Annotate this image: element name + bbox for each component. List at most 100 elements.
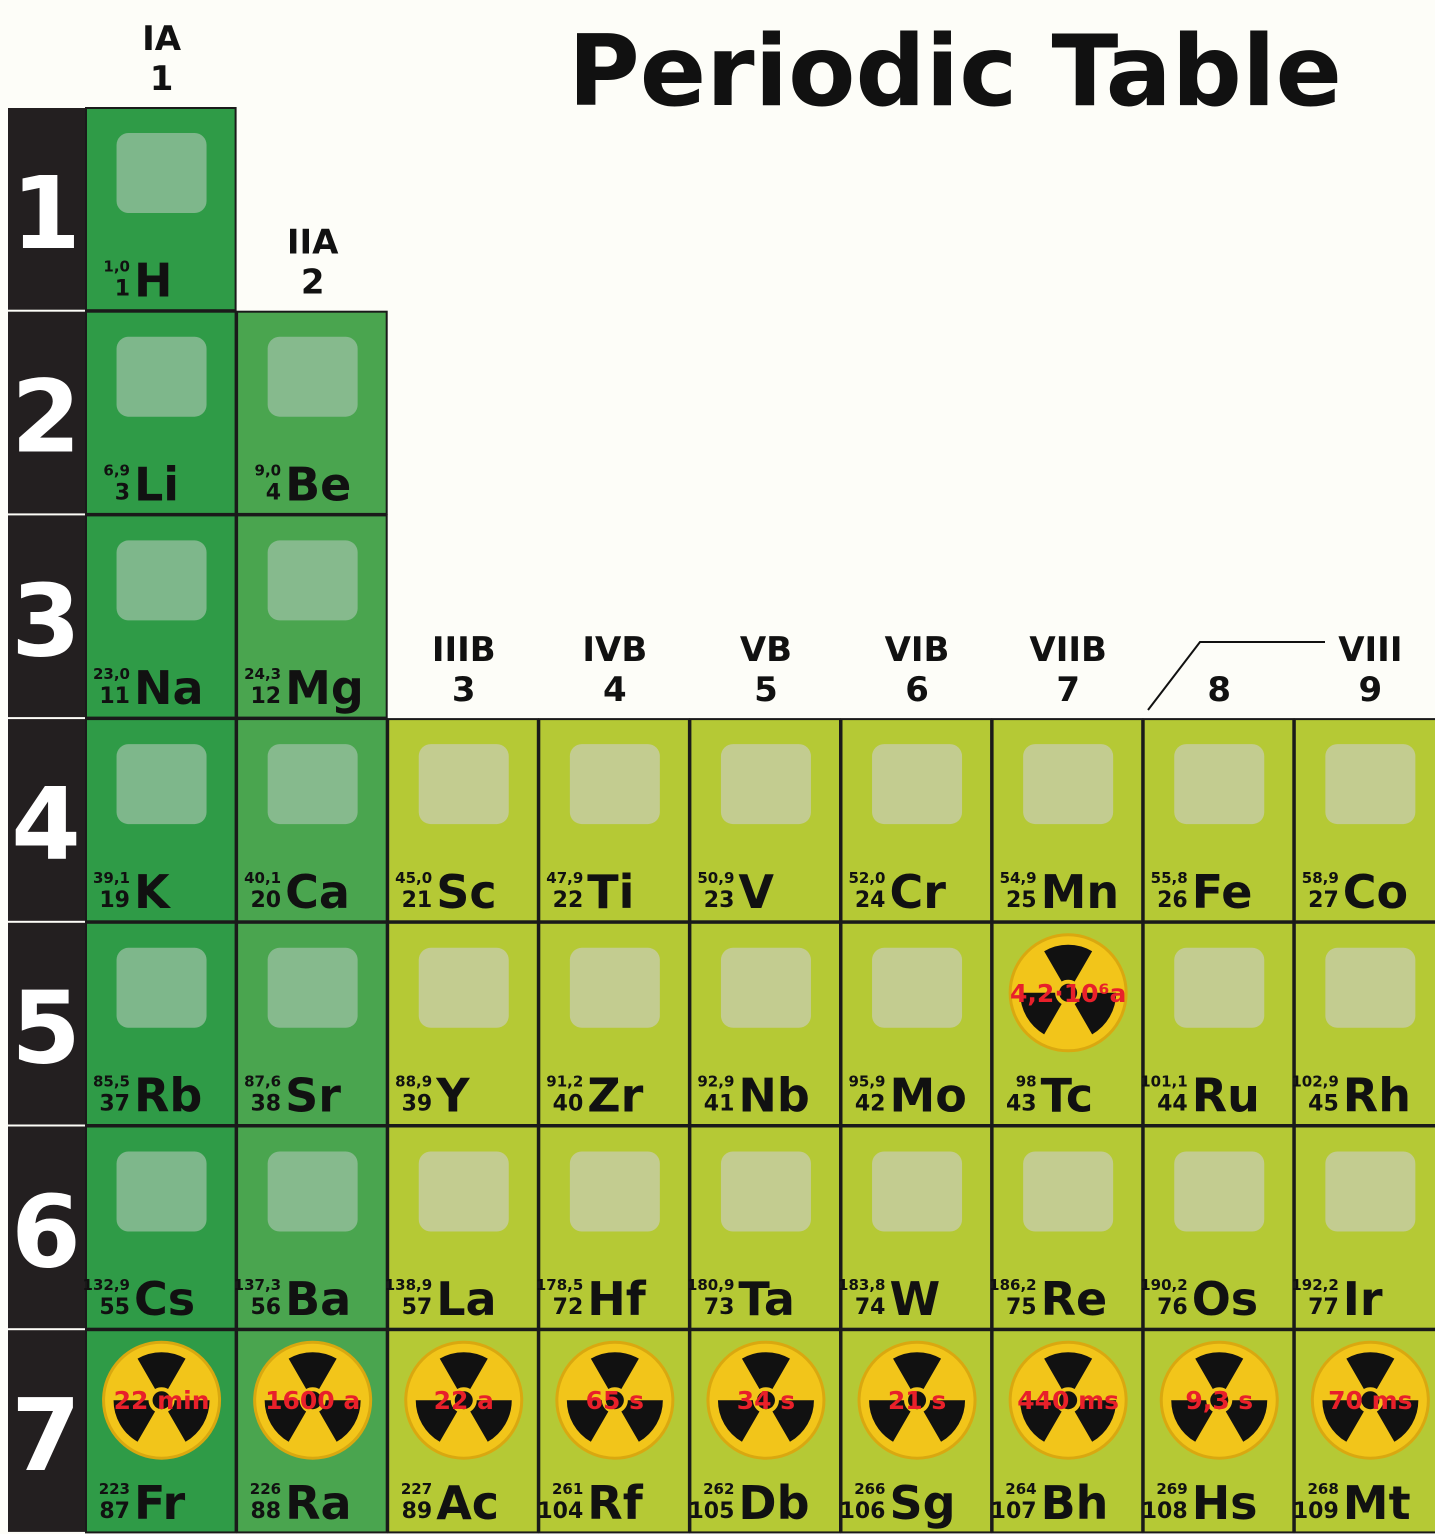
element-symbol: Nb (738, 1069, 809, 1123)
sample-photo (570, 1152, 660, 1232)
atomic-mass: 192,2 (1291, 1276, 1338, 1294)
period-label: 1 (11, 155, 81, 272)
element-symbol: Na (134, 661, 204, 715)
element-cell: 91,240Zr (539, 923, 689, 1125)
element-cell: 92,941Nb (690, 923, 840, 1125)
group-roman: VIII (1338, 630, 1402, 670)
sample-photo (1174, 744, 1264, 824)
element-cell: 180,973Ta (687, 1127, 840, 1329)
atomic-mass: 190,2 (1140, 1276, 1187, 1294)
atomic-mass: 101,1 (1140, 1073, 1187, 1091)
element-symbol: Ta (738, 1272, 795, 1326)
atomic-number: 89 (402, 1499, 433, 1524)
element-symbol: Mo (890, 1069, 967, 1123)
element-symbol: Ca (285, 865, 350, 919)
atomic-mass: 1,0 (103, 258, 130, 276)
element-cell: 24,312Mg (237, 515, 387, 717)
atomic-number: 43 (1006, 1092, 1037, 1117)
group-number: 4 (603, 670, 627, 710)
atomic-number: 107 (991, 1499, 1037, 1524)
period-label: 2 (11, 359, 81, 476)
sample-photo (117, 540, 207, 620)
sample-photo (268, 744, 358, 824)
group-roman: VIIB (1029, 630, 1107, 670)
atomic-number: 25 (1006, 888, 1037, 913)
atomic-mass: 132,9 (83, 1276, 130, 1294)
element-symbol: Fe (1192, 865, 1253, 919)
atomic-number: 27 (1308, 888, 1339, 913)
sample-photo (419, 744, 509, 824)
atomic-mass: 262 (703, 1480, 734, 1498)
sample-photo (1325, 744, 1415, 824)
element-symbol: Mg (285, 661, 364, 715)
sample-photo (117, 744, 207, 824)
half-life: 1600 a (265, 1386, 360, 1415)
element-cell: 101,144Ru (1140, 923, 1293, 1125)
atomic-number: 104 (537, 1499, 583, 1524)
atomic-number: 24 (855, 888, 886, 913)
atomic-mass: 269 (1156, 1480, 1187, 1498)
atomic-mass: 223 (99, 1480, 130, 1498)
atomic-number: 38 (250, 1092, 281, 1117)
atomic-mass: 6,9 (103, 461, 130, 479)
group-number: 1 (150, 59, 174, 99)
element-cell: 22 a 22789Ac (388, 1330, 538, 1532)
element-cell: 186,275Re (989, 1127, 1142, 1329)
atomic-mass: 52,0 (848, 869, 885, 887)
sample-photo (1023, 1152, 1113, 1232)
atomic-mass: 92,9 (697, 1073, 734, 1091)
element-symbol: Cr (890, 865, 947, 919)
atomic-mass: 95,9 (848, 1073, 885, 1091)
element-symbol: Bh (1041, 1476, 1109, 1530)
element-symbol: Hs (1192, 1476, 1258, 1530)
atomic-number: 1 (115, 277, 130, 302)
atomic-number: 73 (704, 1295, 735, 1320)
element-symbol: Ac (436, 1476, 499, 1530)
atomic-number: 108 (1142, 1499, 1188, 1524)
group-number: 7 (1056, 670, 1080, 710)
element-symbol: K (134, 865, 172, 919)
element-symbol: Rb (134, 1069, 202, 1123)
element-cell: 87,638Sr (237, 923, 387, 1125)
group-number: 3 (452, 670, 476, 710)
half-life: 22 a (434, 1386, 494, 1415)
element-symbol: H (134, 254, 173, 308)
element-cell: 9,04Be (237, 312, 387, 514)
element-cell: 178,572Hf (536, 1127, 689, 1329)
atomic-number: 56 (250, 1295, 281, 1320)
half-life: 440 ms (1017, 1386, 1119, 1415)
atomic-mass: 102,9 (1291, 1073, 1338, 1091)
atomic-mass: 186,2 (989, 1276, 1036, 1294)
page-title: Periodic Table (568, 15, 1342, 129)
element-symbol: Db (738, 1476, 809, 1530)
element-symbol: Sr (285, 1069, 341, 1123)
half-life: 9,3 s (1185, 1386, 1253, 1415)
group-roman: IIIB (432, 630, 496, 670)
atomic-mass: 227 (401, 1480, 432, 1498)
atomic-mass: 23,0 (93, 665, 130, 683)
atomic-number: 11 (99, 684, 130, 709)
element-cell: 55,826Fe (1144, 719, 1294, 921)
sample-photo (1325, 948, 1415, 1028)
atomic-number: 55 (99, 1295, 130, 1320)
element-symbol: W (890, 1272, 941, 1326)
element-cell: 132,955Cs (83, 1127, 236, 1329)
half-life: 70 ms (1328, 1386, 1412, 1415)
element-cell: 50,923V (690, 719, 840, 921)
atomic-mass: 268 (1307, 1480, 1338, 1498)
atomic-number: 22 (553, 888, 584, 913)
element-symbol: Tc (1041, 1069, 1094, 1123)
element-symbol: Mn (1041, 865, 1120, 919)
atomic-mass: 40,1 (244, 869, 281, 887)
atomic-mass: 47,9 (546, 869, 583, 887)
atomic-number: 77 (1308, 1295, 1339, 1320)
half-life: 65 s (586, 1386, 644, 1415)
atomic-number: 4 (266, 480, 281, 505)
atomic-mass: 91,2 (546, 1073, 583, 1091)
group-number: 5 (754, 670, 778, 710)
group-roman: VB (740, 630, 792, 670)
